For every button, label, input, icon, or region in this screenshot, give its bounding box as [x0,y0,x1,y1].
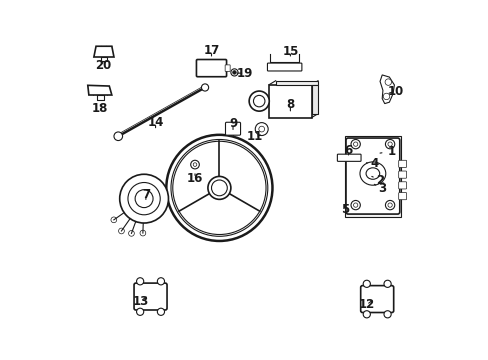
Text: 20: 20 [95,59,111,72]
Text: 14: 14 [147,116,163,129]
Circle shape [255,123,267,135]
Text: 12: 12 [358,298,374,311]
Circle shape [190,160,199,169]
Text: 2: 2 [371,174,384,186]
Circle shape [363,311,369,318]
Text: 5: 5 [341,203,349,216]
Circle shape [119,228,124,234]
Text: 15: 15 [282,45,298,58]
Circle shape [249,91,269,111]
Text: 6: 6 [344,144,352,157]
Circle shape [383,93,389,100]
FancyBboxPatch shape [344,135,400,217]
Text: 10: 10 [387,85,403,98]
Circle shape [128,183,160,215]
FancyBboxPatch shape [398,193,406,200]
Circle shape [253,95,264,107]
FancyBboxPatch shape [398,171,406,178]
Circle shape [136,278,143,285]
Polygon shape [88,85,112,95]
Ellipse shape [359,162,385,185]
Circle shape [114,132,122,140]
Text: 16: 16 [186,172,203,185]
Text: 18: 18 [92,103,108,116]
FancyBboxPatch shape [196,59,226,77]
Circle shape [353,142,357,146]
Polygon shape [379,75,394,104]
Circle shape [363,280,369,287]
Circle shape [383,311,390,318]
FancyBboxPatch shape [267,63,301,71]
Text: 9: 9 [228,117,237,130]
FancyBboxPatch shape [311,85,317,114]
Circle shape [166,135,272,241]
Circle shape [387,203,391,207]
FancyBboxPatch shape [360,285,393,312]
FancyBboxPatch shape [398,160,406,167]
Circle shape [353,203,357,207]
FancyBboxPatch shape [224,65,230,71]
Circle shape [207,176,230,199]
Text: 4: 4 [366,157,378,170]
Circle shape [157,278,164,285]
FancyBboxPatch shape [275,81,317,85]
Circle shape [201,84,208,91]
FancyBboxPatch shape [398,182,406,189]
Text: 19: 19 [236,67,252,80]
Text: 13: 13 [132,295,148,308]
Polygon shape [94,46,114,57]
FancyBboxPatch shape [269,85,311,118]
Ellipse shape [366,168,379,179]
Circle shape [385,139,394,149]
FancyBboxPatch shape [337,154,360,161]
FancyBboxPatch shape [225,122,240,135]
Circle shape [230,69,238,76]
Circle shape [128,230,134,236]
Circle shape [350,201,360,210]
Circle shape [387,142,391,146]
Circle shape [135,190,153,208]
Circle shape [193,163,196,166]
Text: 7: 7 [142,188,150,201]
Text: 3: 3 [373,183,386,195]
Circle shape [140,230,145,236]
Circle shape [120,174,168,223]
Text: 8: 8 [285,98,294,111]
Circle shape [383,280,390,287]
Circle shape [136,308,143,315]
Text: 1: 1 [379,145,395,158]
Circle shape [258,126,264,132]
Text: 17: 17 [203,44,219,57]
FancyBboxPatch shape [134,283,167,310]
Circle shape [111,217,117,223]
Circle shape [157,308,164,315]
Circle shape [232,71,236,74]
Circle shape [384,79,391,85]
Text: 11: 11 [246,130,263,144]
Circle shape [385,201,394,210]
FancyBboxPatch shape [346,138,399,214]
Circle shape [350,139,360,149]
